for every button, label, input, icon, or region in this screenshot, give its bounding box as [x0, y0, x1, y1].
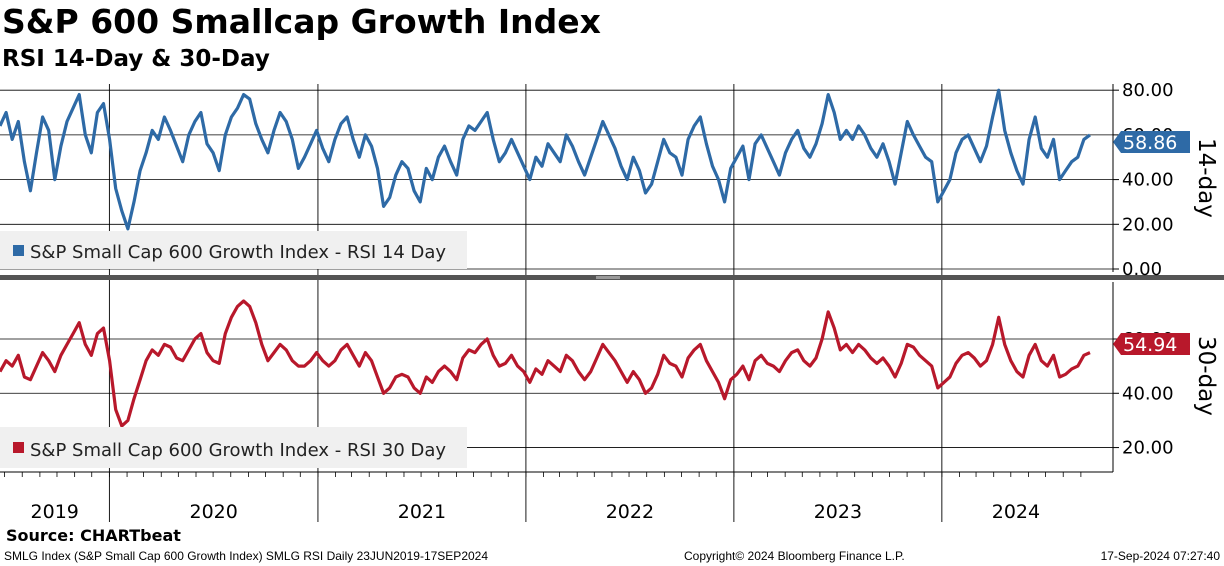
top-side-label: 14-day: [1193, 138, 1219, 218]
copyright: Copyright© 2024 Bloomberg Finance L.P.: [684, 549, 905, 563]
x-tick-label: 2020: [189, 501, 237, 523]
ticker-info: SMLG Index (S&P Small Cap 600 Growth Ind…: [4, 549, 489, 563]
source-note: Source: CHARTbeat: [6, 526, 181, 545]
bottom-legend-label: S&P Small Cap 600 Growth Index - RSI 30 …: [30, 440, 446, 461]
bottom-y-tick: 40.00: [1122, 383, 1174, 404]
bottom-side-label: 30-day: [1193, 336, 1219, 416]
x-tick-label: 2021: [398, 501, 446, 523]
rsi-30-line: [0, 299, 1091, 428]
chart-subtitle: RSI 14-Day & 30-Day: [2, 46, 270, 72]
top-y-tick: 0.00: [1122, 259, 1162, 280]
chart-title: S&P 600 Smallcap Growth Index: [2, 2, 601, 41]
x-tick-label: 2023: [814, 501, 862, 523]
top-legend-swatch: [13, 245, 24, 256]
bottom-y-tick: 20.00: [1122, 438, 1174, 459]
x-ticks: 2019 2020 2021 2022 2023 2024: [4, 472, 1082, 523]
x-tick-label: 2024: [992, 501, 1040, 523]
panel-divider-handle[interactable]: [596, 276, 620, 279]
bottom-last-value: 54.94: [1123, 334, 1177, 356]
top-y-tick: 20.00: [1122, 214, 1174, 235]
top-last-value: 58.86: [1123, 132, 1177, 154]
bottom-legend-swatch: [13, 442, 24, 453]
x-tick-label: 2019: [31, 501, 79, 523]
rsi-14-line: [0, 88, 1091, 231]
top-legend-label: S&P Small Cap 600 Growth Index - RSI 14 …: [30, 242, 446, 263]
x-tick-label: 2022: [606, 501, 654, 523]
bottom-last-value-badge: 54.94: [1113, 333, 1190, 356]
top-y-tick: 80.00: [1122, 80, 1174, 101]
top-legend[interactable]: S&P Small Cap 600 Growth Index - RSI 14 …: [0, 231, 467, 269]
top-y-tick: 40.00: [1122, 170, 1174, 191]
top-last-value-badge: 58.86: [1113, 131, 1190, 154]
bottom-legend[interactable]: S&P Small Cap 600 Growth Index - RSI 30 …: [0, 427, 467, 468]
timestamp: 17-Sep-2024 07:27:40: [1100, 549, 1220, 563]
